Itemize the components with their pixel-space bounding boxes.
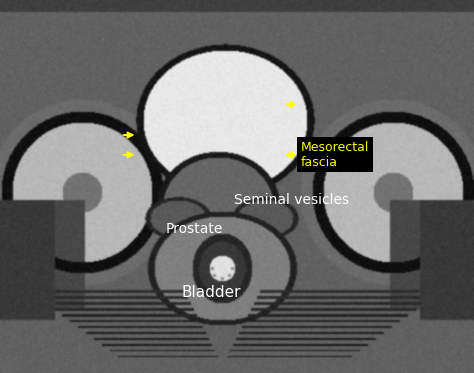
- Text: Prostate: Prostate: [165, 222, 223, 236]
- Text: Seminal vesicles: Seminal vesicles: [234, 192, 349, 207]
- Text: Bladder: Bladder: [181, 285, 241, 300]
- Text: Mesorectal
fascia: Mesorectal fascia: [301, 141, 369, 169]
